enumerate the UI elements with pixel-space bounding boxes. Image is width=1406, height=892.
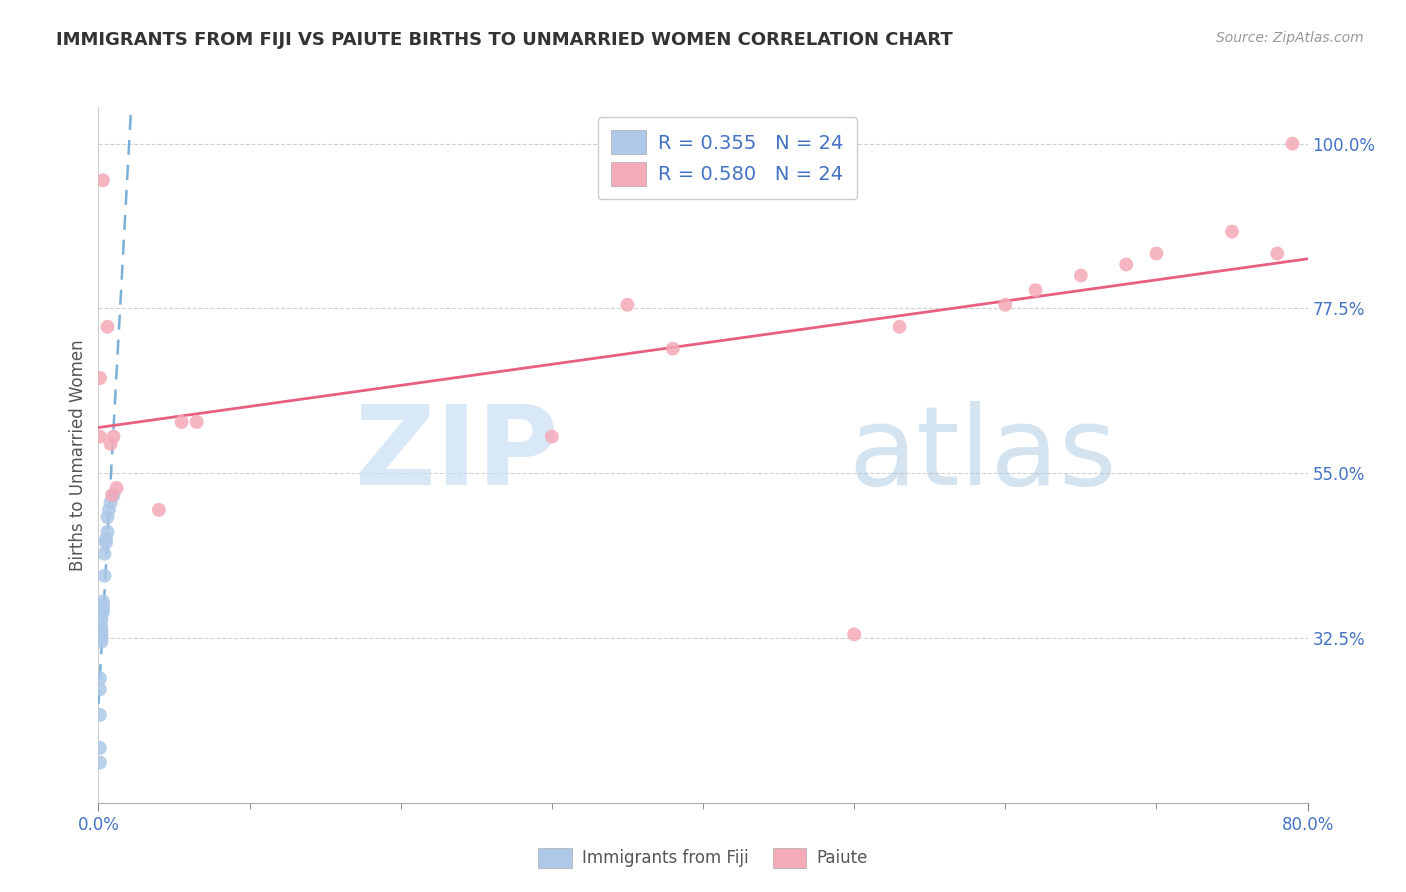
Point <box>540 429 562 443</box>
Point <box>90 613 112 627</box>
Point <box>89 682 111 697</box>
Point <box>994 298 1017 312</box>
Point <box>96 319 118 334</box>
Point <box>1281 136 1303 151</box>
Point <box>844 627 866 641</box>
Legend: Immigrants from Fiji, Paiute: Immigrants from Fiji, Paiute <box>531 841 875 875</box>
Point <box>186 415 208 429</box>
Point <box>89 756 111 770</box>
Point <box>89 371 111 385</box>
Point <box>93 547 115 561</box>
Point <box>1265 246 1288 260</box>
Point <box>94 532 117 546</box>
Point <box>89 740 111 755</box>
Point <box>103 488 125 502</box>
Point <box>91 598 114 612</box>
Point <box>98 503 121 517</box>
Point <box>94 536 117 550</box>
Point <box>96 524 118 539</box>
Point <box>89 671 111 685</box>
Point <box>101 488 124 502</box>
Point <box>889 319 911 334</box>
Text: atlas: atlas <box>848 401 1116 508</box>
Point <box>1024 283 1046 297</box>
Point <box>105 481 128 495</box>
Point <box>91 606 114 620</box>
Y-axis label: Births to Unmarried Women: Births to Unmarried Women <box>69 339 87 571</box>
Point <box>170 415 193 429</box>
Point <box>616 298 638 312</box>
Point <box>89 707 111 722</box>
Point <box>89 429 111 443</box>
Point <box>90 620 112 634</box>
Point <box>100 495 122 509</box>
Point <box>90 624 112 638</box>
Point <box>1070 268 1092 283</box>
Point <box>100 437 122 451</box>
Point <box>96 510 118 524</box>
Text: Source: ZipAtlas.com: Source: ZipAtlas.com <box>1216 31 1364 45</box>
Point <box>1144 246 1167 260</box>
Point <box>91 594 114 608</box>
Point <box>661 342 683 356</box>
Point <box>1115 258 1137 272</box>
Point <box>93 568 115 582</box>
Point <box>91 601 114 615</box>
Text: IMMIGRANTS FROM FIJI VS PAIUTE BIRTHS TO UNMARRIED WOMEN CORRELATION CHART: IMMIGRANTS FROM FIJI VS PAIUTE BIRTHS TO… <box>56 31 953 49</box>
Point <box>90 627 112 641</box>
Point <box>103 429 125 443</box>
Point <box>90 631 112 645</box>
Point <box>91 173 114 187</box>
Legend: R = 0.355   N = 24, R = 0.580   N = 24: R = 0.355 N = 24, R = 0.580 N = 24 <box>598 117 856 199</box>
Point <box>1220 225 1243 239</box>
Point <box>148 503 170 517</box>
Text: ZIP: ZIP <box>354 401 558 508</box>
Point <box>90 634 112 648</box>
